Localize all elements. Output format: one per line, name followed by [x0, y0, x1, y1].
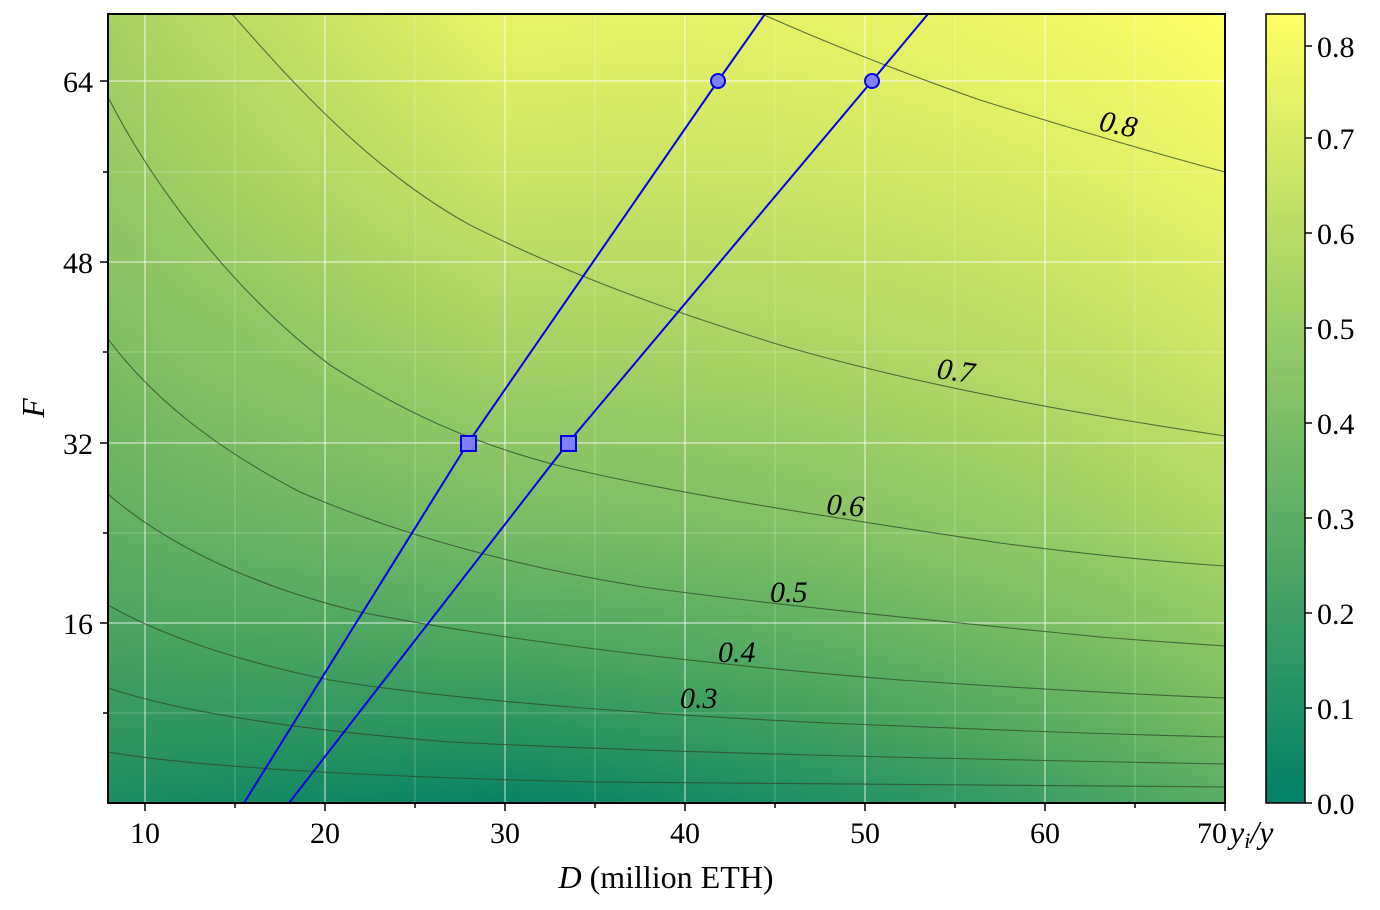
- x-tick-label: 60: [1030, 817, 1060, 850]
- colorbar-label-sub: i: [1244, 828, 1250, 853]
- contour-label-0.5: 0.5: [770, 576, 808, 609]
- colorbar-tick-label: 0.4: [1317, 408, 1355, 441]
- colorbar-tick-label: 0.2: [1317, 598, 1355, 631]
- colorbar-tick-label: 0.8: [1317, 31, 1355, 64]
- contour-label-0.3: 0.3: [680, 682, 718, 715]
- colorbar-gradient: [1265, 13, 1306, 804]
- contour-lines: [108, 14, 1225, 788]
- colorbar-tick-label: 0.3: [1317, 503, 1355, 536]
- y-tick-labels: 64 48 32 16: [63, 66, 93, 641]
- circle-marker: [864, 73, 880, 89]
- contour-0.7: [231, 14, 1225, 437]
- contour-0.6: [108, 96, 1225, 567]
- series-line-2: [288, 14, 929, 803]
- contour-0.8: [761, 14, 1225, 173]
- contour-label-0.4: 0.4: [718, 636, 756, 669]
- plot-frame: [107, 13, 1226, 804]
- contour-label-0.7: 0.7: [935, 352, 979, 390]
- series-lines: [243, 14, 929, 803]
- circle-marker: [710, 73, 726, 89]
- y-axis: [100, 80, 108, 714]
- contour-0.2: [108, 687, 1225, 765]
- x-tick-label: 50: [850, 817, 880, 850]
- colorbar-tick-label: 0.5: [1317, 313, 1355, 346]
- colorbar: 0.0 0.1 0.2 0.3 0.4 0.5 0.6 0.7 0.8 yi/y: [1227, 13, 1355, 853]
- x-axis-unit: (million ETH): [582, 859, 774, 895]
- y-tick-label: 48: [63, 247, 93, 280]
- colorbar-label: yi/y: [1227, 814, 1274, 853]
- contour-label-0.8: 0.8: [1097, 105, 1141, 145]
- colorbar-label-rest: /y: [1248, 814, 1274, 850]
- square-marker: [460, 435, 477, 452]
- x-tick-label: 10: [130, 817, 160, 850]
- x-axis-label: D (million ETH): [557, 859, 773, 895]
- y-axis-label: F: [15, 398, 51, 419]
- colorbar-tick-label: 0.1: [1317, 693, 1355, 726]
- contour-0.4: [108, 493, 1225, 699]
- x-tick-label: 70: [1197, 817, 1227, 850]
- colorbar-tick-label: 0.0: [1317, 788, 1355, 821]
- y-tick-label: 32: [63, 428, 93, 461]
- series-markers: [460, 73, 880, 452]
- colorbar-label-y: y: [1227, 814, 1245, 850]
- contour-0.3: [108, 604, 1225, 738]
- y-tick-label: 16: [63, 608, 93, 641]
- x-tick-label: 40: [670, 817, 700, 850]
- x-tick-label: 30: [490, 817, 520, 850]
- x-axis: [144, 803, 1226, 811]
- grid: [108, 14, 1225, 803]
- series-line-1: [243, 14, 766, 803]
- x-tick-label: 20: [310, 817, 340, 850]
- colorbar-tick-label: 0.6: [1317, 218, 1355, 251]
- colorbar-tick-label: 0.7: [1317, 123, 1355, 156]
- contour-label-0.6: 0.6: [826, 488, 866, 524]
- y-tick-label: 64: [63, 66, 93, 99]
- contour-labels: 0.3 0.4 0.5 0.6 0.7 0.8: [680, 105, 1140, 715]
- contour-0.5: [108, 338, 1225, 647]
- heatmap: [108, 14, 1225, 803]
- square-marker: [560, 435, 577, 452]
- x-axis-var: D: [557, 859, 581, 895]
- x-tick-labels: 10 20 30 40 50 60 70: [130, 817, 1227, 850]
